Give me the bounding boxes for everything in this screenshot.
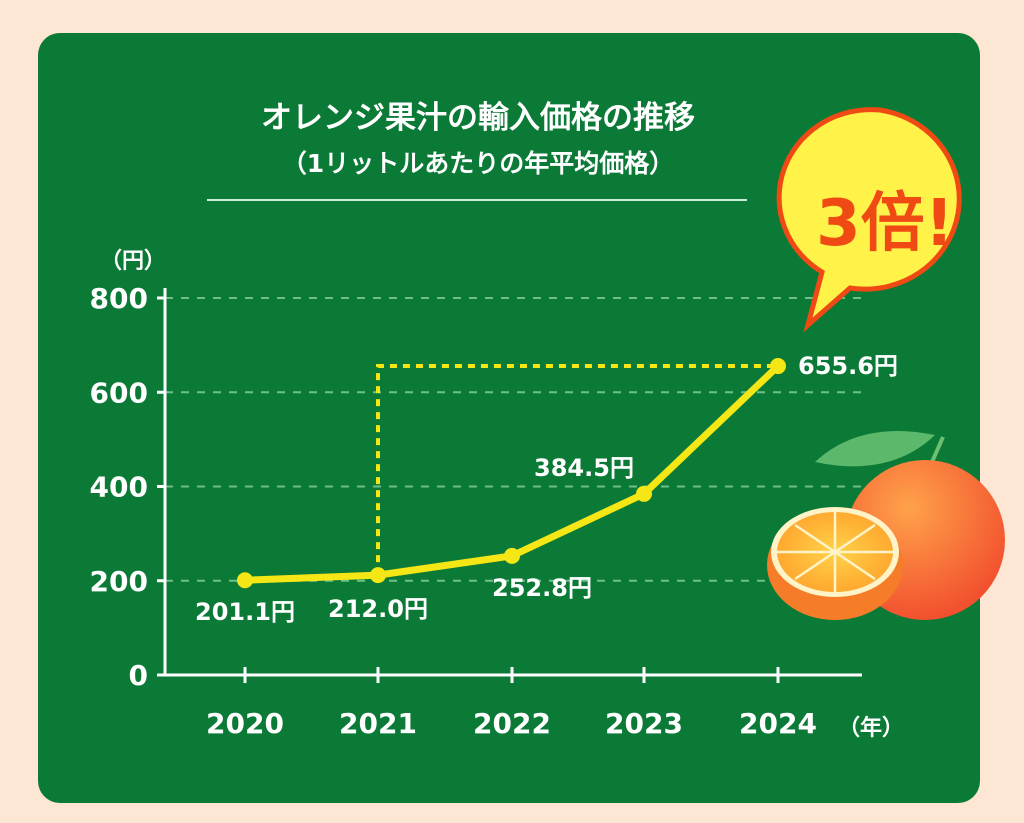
data-point (370, 567, 386, 584)
y-tick-label: 200 (90, 565, 148, 598)
data-point (770, 358, 786, 375)
y-tick-label: 400 (90, 471, 148, 504)
x-tick-label: 2024 (739, 707, 817, 740)
data-point (636, 485, 652, 502)
chart-title: オレンジ果汁の輸入価格の推移 (261, 100, 695, 136)
x-tick-label: 2022 (473, 707, 551, 740)
three-times-badge: 3倍! (776, 107, 962, 333)
data-label: 201.1円 (195, 598, 295, 626)
x-tick-label: 2021 (339, 707, 417, 740)
badge-text: 3倍! (816, 187, 954, 261)
orange-fruit-icon (767, 431, 1005, 620)
x-tick-label: 2020 (206, 707, 284, 740)
comparison-dashed-line (376, 364, 778, 576)
data-point (504, 547, 520, 564)
data-label: 212.0円 (328, 595, 428, 623)
data-label: 384.5円 (534, 454, 634, 482)
y-tick-label: 800 (90, 282, 148, 315)
y-axis-label: （円） (100, 249, 166, 274)
y-tick-label: 600 (90, 376, 148, 409)
x-tick-label: 2023 (605, 707, 683, 740)
data-point (237, 572, 253, 589)
data-label: 252.8円 (492, 574, 592, 602)
data-label: 655.6円 (798, 352, 898, 380)
chart-subtitle: （1リットルあたりの年平均価格） (282, 149, 674, 178)
x-axis-label: （年） (838, 715, 904, 741)
y-tick-label: 0 (129, 659, 148, 692)
